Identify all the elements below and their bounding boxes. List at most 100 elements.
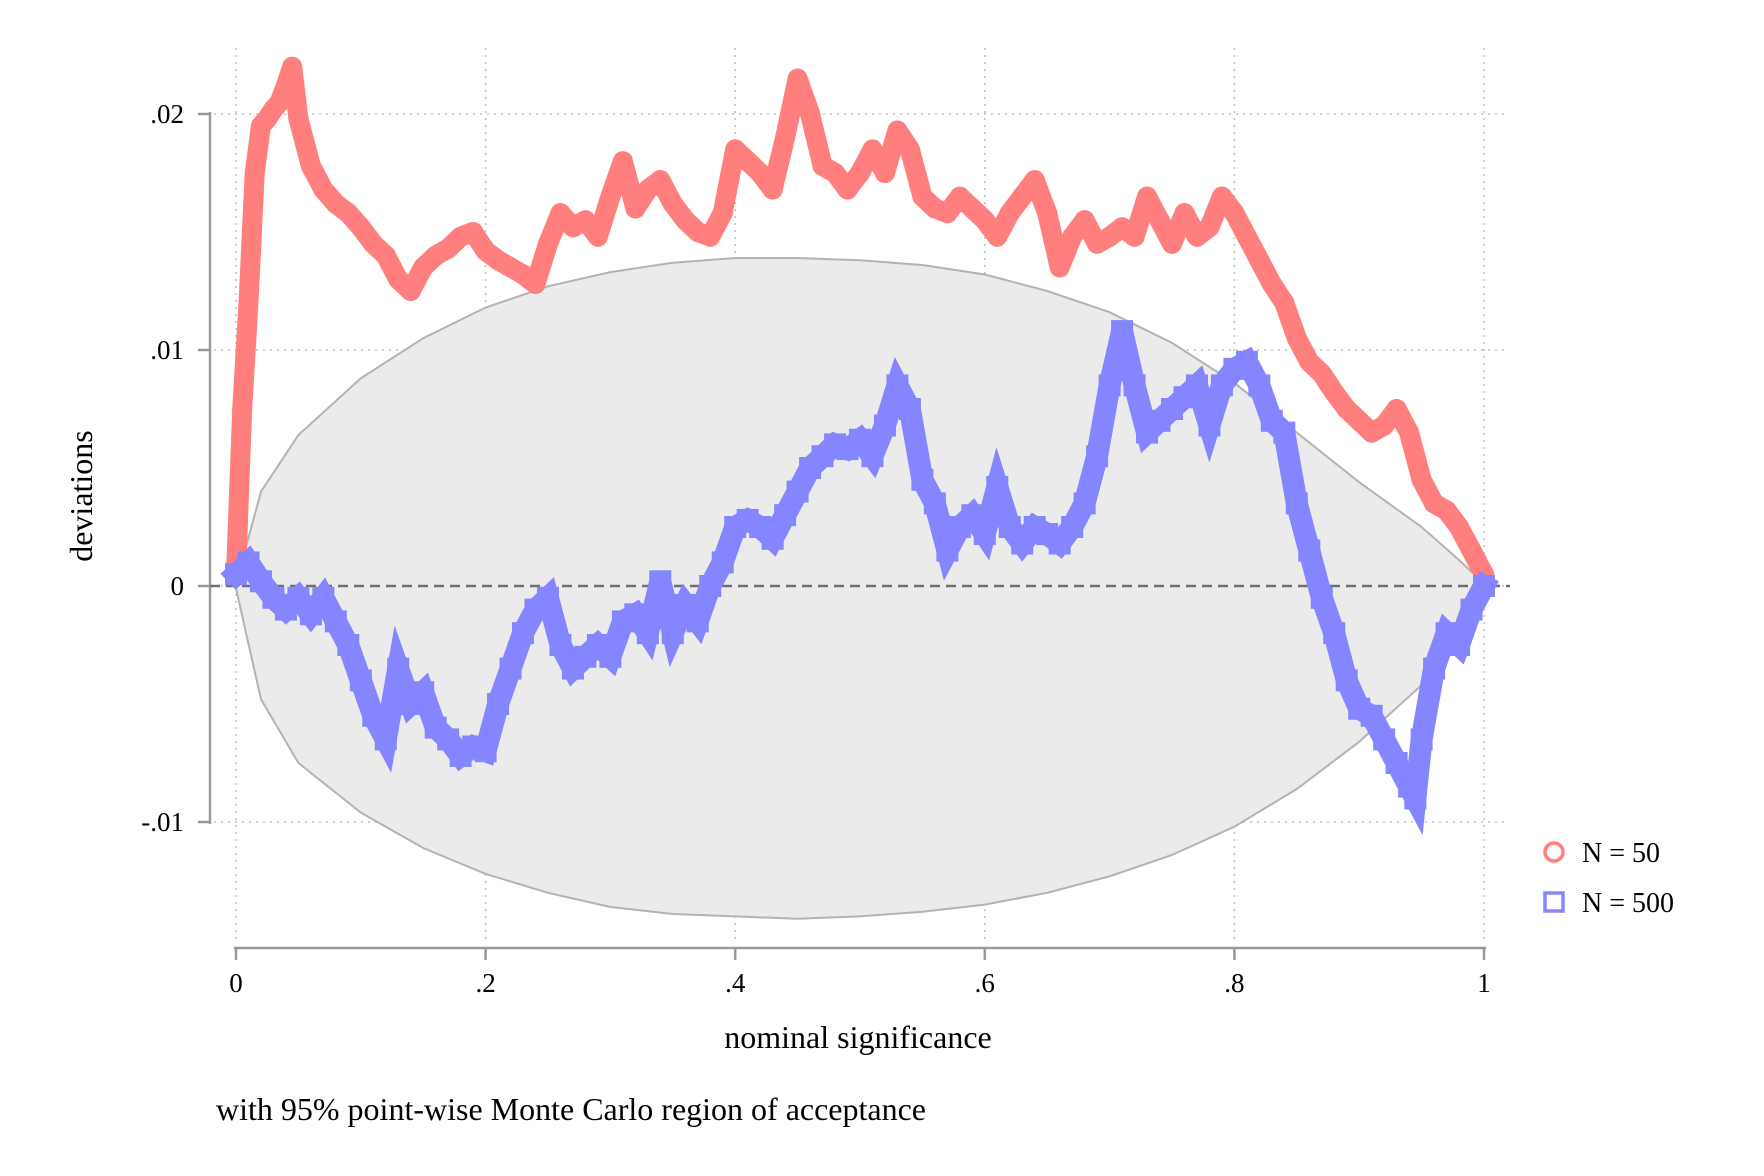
n50-point (275, 75, 296, 96)
n50-point (1236, 226, 1257, 247)
n50-point (269, 92, 290, 113)
n50-point (962, 198, 983, 219)
n500-point (1061, 516, 1084, 538)
x-tick-label-4: .8 (1224, 968, 1244, 998)
n50-point (1211, 186, 1232, 207)
n500-point (537, 586, 559, 609)
n500-point (1248, 374, 1271, 397)
n50-point (1037, 203, 1058, 224)
n500-point (923, 492, 946, 515)
n500-point (1048, 532, 1071, 555)
n500-point (349, 669, 372, 692)
n50-point (288, 108, 309, 129)
y-tick-label-1: 0 (171, 571, 185, 601)
n500-point (886, 374, 909, 397)
series-layer (220, 56, 1499, 836)
n50-point (912, 186, 933, 207)
n50-point (887, 120, 908, 141)
n50-point (1124, 226, 1145, 247)
n50-point (675, 210, 696, 231)
n500-point (362, 704, 385, 727)
n50-point (375, 245, 396, 266)
n500-point (1285, 492, 1308, 515)
n50-point (899, 139, 920, 160)
n50-point (1274, 292, 1295, 313)
n500-point (1235, 350, 1258, 373)
n500-point (1310, 586, 1333, 609)
n50-point (600, 186, 621, 207)
n50-point (725, 139, 746, 160)
n50-point (244, 163, 265, 183)
n50-point (837, 179, 858, 200)
n500-point (861, 445, 884, 468)
y-tick-label-2: .01 (150, 335, 184, 365)
n50-point (1249, 250, 1270, 271)
n50-point (1137, 186, 1158, 207)
n500-point (774, 504, 797, 527)
n500-point (711, 551, 734, 574)
n50-point (282, 56, 303, 77)
n50-point (1324, 382, 1345, 403)
n500-point (1323, 622, 1346, 645)
n50-point (662, 193, 683, 214)
n50-point (937, 203, 958, 224)
n500-point (487, 693, 510, 715)
n50-point (712, 203, 733, 224)
n50-point (1461, 540, 1482, 561)
n50-point (1024, 170, 1045, 191)
n500-point (337, 634, 360, 656)
n500-point (599, 645, 622, 668)
n500-point (1460, 598, 1483, 621)
n500-point (986, 475, 1009, 498)
n500-point (686, 610, 709, 633)
n50-point (825, 163, 846, 183)
x-axis-title: nominal significance (724, 1019, 991, 1055)
x-tick-label-2: .4 (725, 968, 746, 998)
n50-point (1336, 399, 1357, 419)
n50-point (1261, 273, 1282, 294)
n500-point (873, 414, 896, 437)
n50-point (1149, 210, 1170, 231)
n50-point (1012, 186, 1033, 207)
n500-point (1111, 320, 1134, 343)
n500-point (287, 586, 310, 609)
n500-point (1123, 374, 1146, 397)
n500-point (1098, 374, 1121, 397)
y-tick-label-3: .02 (150, 99, 184, 129)
n500-point (973, 523, 996, 546)
n50-point (388, 269, 409, 290)
n50-point (1199, 217, 1220, 238)
n500-point (1073, 492, 1096, 515)
n500-point (324, 610, 347, 633)
n50-point (762, 179, 783, 200)
axes: -.01 0 .01 .02 0 .2 .4 .6 .8 1 (141, 99, 1491, 998)
n50-point (1049, 257, 1070, 278)
n500-point (998, 516, 1021, 538)
n500-point (699, 575, 722, 597)
n50-point (874, 163, 895, 183)
n500-point (249, 570, 272, 593)
n50-point (1311, 363, 1332, 384)
n50-point (1349, 410, 1370, 431)
n50-point (625, 198, 646, 219)
x-tick-label-5: 1 (1477, 968, 1491, 998)
n50-point (1399, 422, 1420, 443)
n500-point (499, 657, 522, 680)
n50-point (862, 139, 883, 160)
n500-point (1185, 374, 1208, 397)
n50-point (650, 170, 671, 191)
n500-point (961, 504, 984, 527)
legend-label-n500: N = 500 (1582, 888, 1674, 919)
n500-point (1360, 704, 1383, 727)
n50-point (1162, 233, 1182, 254)
n50-point (1374, 415, 1395, 436)
n500-point (549, 634, 572, 656)
n50-point (700, 226, 721, 247)
n50-point (550, 203, 571, 224)
n50-point (612, 151, 633, 172)
n50-point (999, 203, 1020, 224)
n500-point (312, 586, 335, 609)
n500-point (1448, 634, 1471, 656)
n50-point (350, 217, 371, 238)
